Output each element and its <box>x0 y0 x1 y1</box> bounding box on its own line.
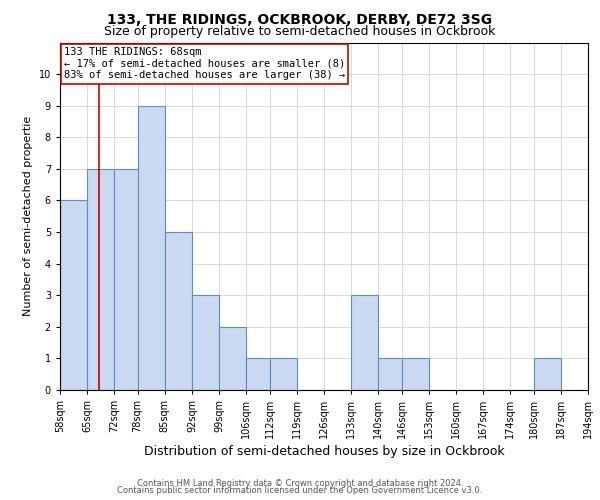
Bar <box>165 232 192 390</box>
Bar <box>87 169 115 390</box>
Bar <box>351 295 379 390</box>
Text: Size of property relative to semi-detached houses in Ockbrook: Size of property relative to semi-detach… <box>104 25 496 38</box>
Bar <box>115 169 137 390</box>
Bar <box>401 358 429 390</box>
Bar <box>137 106 165 390</box>
Text: Contains public sector information licensed under the Open Government Licence v3: Contains public sector information licen… <box>118 486 482 495</box>
Text: Contains HM Land Registry data © Crown copyright and database right 2024.: Contains HM Land Registry data © Crown c… <box>137 478 463 488</box>
Bar <box>219 327 247 390</box>
Bar <box>192 295 219 390</box>
Text: 133 THE RIDINGS: 68sqm
← 17% of semi-detached houses are smaller (8)
83% of semi: 133 THE RIDINGS: 68sqm ← 17% of semi-det… <box>64 47 345 80</box>
X-axis label: Distribution of semi-detached houses by size in Ockbrook: Distribution of semi-detached houses by … <box>143 445 505 458</box>
Bar <box>269 358 297 390</box>
Bar <box>247 358 269 390</box>
Bar <box>379 358 401 390</box>
Bar <box>60 200 87 390</box>
Y-axis label: Number of semi-detached propertie: Number of semi-detached propertie <box>23 116 33 316</box>
Text: 133, THE RIDINGS, OCKBROOK, DERBY, DE72 3SG: 133, THE RIDINGS, OCKBROOK, DERBY, DE72 … <box>107 12 493 26</box>
Bar <box>533 358 561 390</box>
